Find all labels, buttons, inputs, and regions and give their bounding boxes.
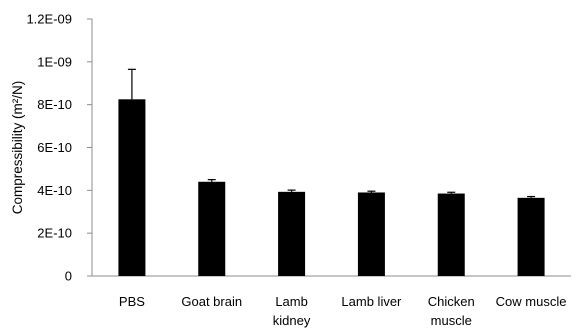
bar (437, 193, 465, 276)
bars (118, 99, 545, 276)
bar (118, 99, 146, 276)
y-tick-label: 4E-10 (37, 183, 72, 198)
bar (198, 181, 226, 276)
error-bars (127, 68, 536, 198)
x-tick-label: PBS (119, 294, 145, 309)
bar (517, 197, 545, 276)
y-tick-label: 1.2E-09 (26, 12, 72, 27)
axes (87, 18, 571, 277)
x-axis-tick-labels: PBS Goat brain Lamb kidney Lamb liver Chicken… (119, 294, 567, 328)
y-tick-label: 8E-10 (37, 97, 72, 112)
x-tick-label: Chicken muscle (428, 294, 475, 328)
y-axis-label: Compressibility (m²/N) (10, 81, 25, 215)
x-tick-label: Lamb liver (341, 294, 402, 309)
y-tick-label: 6E-10 (37, 140, 72, 155)
x-tick-label: Lamb kidney (273, 294, 311, 328)
y-tick-label: 1E-09 (37, 54, 72, 69)
y-axis-tick-labels: 0 2E-10 4E-10 6E-10 8E-10 1E-09 1.2E-09 (26, 12, 72, 284)
y-tick-label: 2E-10 (37, 226, 72, 241)
x-tick-label: Cow muscle (496, 294, 567, 309)
bar (357, 192, 385, 276)
bar (278, 191, 306, 276)
x-tick-label: Goat brain (181, 294, 242, 309)
y-tick-label: 0 (65, 269, 72, 284)
